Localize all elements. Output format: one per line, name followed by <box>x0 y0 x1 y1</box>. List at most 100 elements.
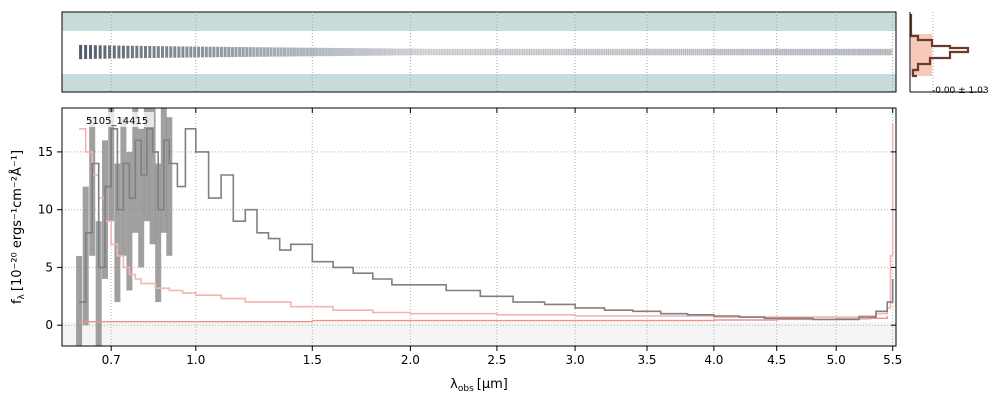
trace-cell <box>340 48 344 56</box>
trace-cell <box>776 48 780 56</box>
trace-cell <box>255 47 259 57</box>
trace-cell <box>842 48 846 56</box>
trace-cell <box>664 48 668 56</box>
trace-cell <box>672 48 676 56</box>
trace-cell <box>856 48 860 56</box>
x-tick-label: 5.0 <box>827 353 846 367</box>
trace-cell <box>706 48 710 56</box>
trace-cell <box>79 44 83 60</box>
trace-cell <box>720 48 724 56</box>
trace-cell <box>230 47 234 58</box>
flux-bar <box>138 128 145 268</box>
trace-cell <box>315 47 319 57</box>
trace-cell <box>500 48 504 56</box>
trace-cell <box>181 46 185 58</box>
trace-cell <box>737 48 741 56</box>
trace-cell <box>698 48 702 56</box>
trace-cell <box>590 48 594 56</box>
trace-cell <box>866 48 870 56</box>
zero-band <box>62 322 896 346</box>
trace-cell <box>858 48 861 56</box>
trace-cell <box>273 47 276 57</box>
trace-cell <box>767 48 771 56</box>
trace-cell <box>791 48 795 56</box>
trace-cell <box>803 48 807 56</box>
trace-cell <box>384 48 388 56</box>
trace-cell <box>763 48 767 56</box>
trace-cell <box>521 48 525 56</box>
trace-cell <box>608 48 612 56</box>
trace-cell <box>514 48 518 56</box>
trace-cell <box>495 48 499 56</box>
plot-background <box>62 108 896 346</box>
trace-cell <box>599 48 603 56</box>
spectrum-2d-frame <box>61 11 897 93</box>
trace-cell <box>818 48 822 56</box>
trace-cell <box>837 48 841 56</box>
trace-cell <box>802 48 806 56</box>
trace-cell <box>538 48 542 56</box>
trace-cell <box>465 48 469 56</box>
trace-cell <box>851 48 855 56</box>
trace-cell <box>161 46 164 58</box>
trace-cell <box>355 48 359 56</box>
trace-cell <box>554 48 558 56</box>
trace-cell <box>814 48 818 56</box>
trace-cell <box>425 48 429 56</box>
trace-cell <box>714 48 718 56</box>
trace-cell <box>621 48 624 56</box>
trace-cell <box>404 48 407 56</box>
trace-cell <box>623 48 627 56</box>
trace-cell <box>689 48 692 56</box>
trace-cell <box>852 48 856 56</box>
trace-cell <box>409 48 413 56</box>
trace-cell <box>854 48 858 56</box>
trace-cell <box>561 48 565 56</box>
trace-cell <box>283 47 286 57</box>
trace-cell <box>361 48 365 56</box>
y-tick-label: 0 <box>45 318 53 332</box>
trace-cell <box>398 48 402 56</box>
trace-cell <box>825 48 829 56</box>
trace-cell <box>782 48 786 56</box>
trace-cell <box>821 48 825 56</box>
trace-cell <box>694 48 698 56</box>
trace-cell <box>864 48 868 56</box>
trace-cell <box>439 48 443 56</box>
trace-cell <box>828 48 832 56</box>
trace-cell <box>477 48 481 56</box>
flux-bar <box>114 163 121 303</box>
object-label-bg <box>82 112 154 127</box>
trace-cell <box>807 48 811 56</box>
trace-cell <box>826 48 830 56</box>
trace-cell <box>390 48 393 56</box>
trace-cell <box>475 48 479 56</box>
trace-cell <box>794 48 798 56</box>
trace-cell <box>492 48 496 56</box>
x-tick-label: 2.5 <box>487 353 506 367</box>
trace-cell <box>704 48 708 56</box>
y-axis-title: fλ[10⁻²⁰ ergs⁻¹cm⁻²Å⁻¹] <box>9 150 27 304</box>
trace-cell <box>750 48 754 56</box>
trace-cell <box>646 48 650 56</box>
x-tick-label: 1.5 <box>303 353 322 367</box>
trace-cell <box>309 47 313 57</box>
trace-cell <box>726 48 730 56</box>
trace-cell <box>454 48 458 56</box>
trace-cell <box>266 47 270 57</box>
trace-cell <box>871 48 875 56</box>
trace-cell <box>809 48 813 56</box>
trace-cell <box>349 48 353 56</box>
trace-cell <box>616 48 620 56</box>
trace-cell <box>490 48 494 56</box>
trace-cell <box>378 48 382 56</box>
trace-cell <box>712 48 716 56</box>
trace-cell <box>881 48 885 56</box>
trace-cell <box>185 46 189 58</box>
trace-cell <box>654 48 658 56</box>
trace-cell <box>601 48 605 56</box>
trace-cell <box>823 48 827 56</box>
trace-cell <box>130 45 134 59</box>
trace-cell <box>716 48 720 56</box>
trace-cell <box>324 47 328 57</box>
